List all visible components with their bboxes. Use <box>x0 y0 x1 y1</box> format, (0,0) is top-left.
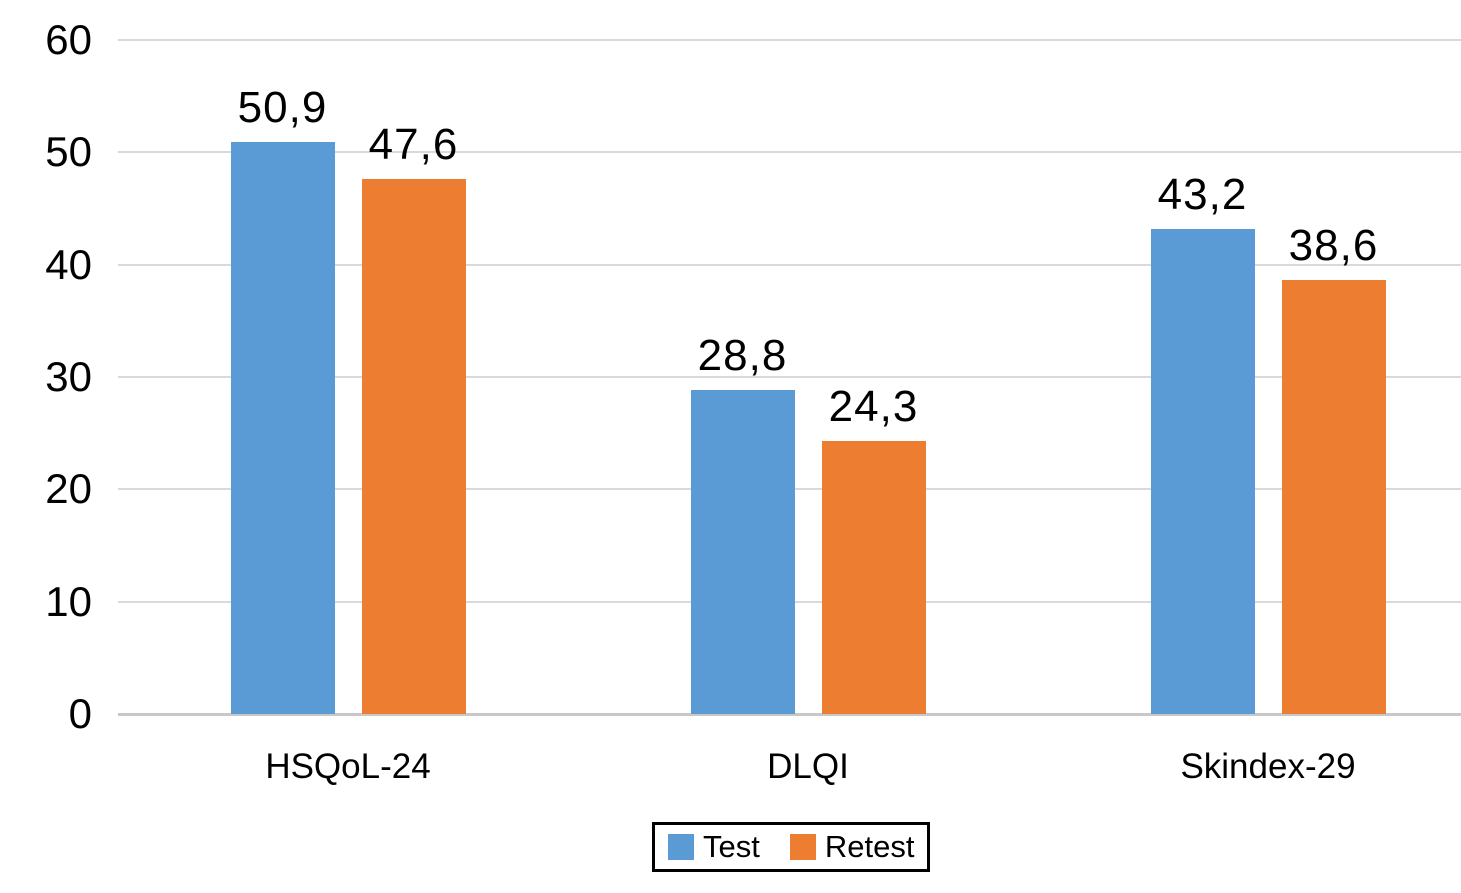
bar-retest-skindex-29 <box>1281 280 1386 714</box>
bar-value-label-test-hsqol-24: 50,9 <box>237 83 328 133</box>
y-axis-tick-label: 50 <box>45 128 92 176</box>
legend-item-retest: Retest <box>789 829 915 865</box>
bar-retest-dlqi <box>821 441 926 714</box>
y-axis-tick-label: 30 <box>45 353 92 400</box>
y-axis-tick-label: 60 <box>45 16 92 63</box>
y-axis-tick-label: 20 <box>45 465 92 513</box>
legend-item-test: Test <box>668 829 760 865</box>
y-axis-tick-label: 40 <box>45 240 92 288</box>
bar-value-label-retest-dlqi: 24,3 <box>828 382 919 432</box>
y-axis-tick-label: 10 <box>45 577 92 625</box>
y-axis-tick-label: 0 <box>68 690 92 737</box>
legend-swatch-test-icon <box>668 834 694 860</box>
bar-value-label-retest-skindex-29: 38,6 <box>1288 221 1379 271</box>
bar-chart: Test Retest 0 10 20 30 40 50 60 50,9 47,6 HSQoL-2… <box>40 16 1461 877</box>
bar-test-skindex-29 <box>1150 228 1255 714</box>
legend-label-test: Test <box>703 829 760 864</box>
bar-value-label-test-dlqi: 28,8 <box>697 331 788 381</box>
x-axis-category-label-dlqi: DLQI <box>767 747 849 786</box>
gridline <box>118 39 1461 41</box>
legend-swatch-retest-icon <box>789 834 816 860</box>
bar-test-dlqi <box>690 390 795 714</box>
bar-value-label-test-skindex-29: 43,2 <box>1157 169 1248 219</box>
legend-label-retest: Retest <box>824 829 915 864</box>
legend: Test Retest <box>652 822 931 872</box>
x-axis-category-label-skindex-29: Skindex-29 <box>1180 747 1356 786</box>
bar-value-label-retest-hsqol-24: 47,6 <box>368 120 459 170</box>
x-axis-category-label-hsqol-24: HSQoL-24 <box>265 747 431 786</box>
bar-retest-hsqol-24 <box>361 179 466 714</box>
bar-test-hsqol-24 <box>230 142 335 714</box>
